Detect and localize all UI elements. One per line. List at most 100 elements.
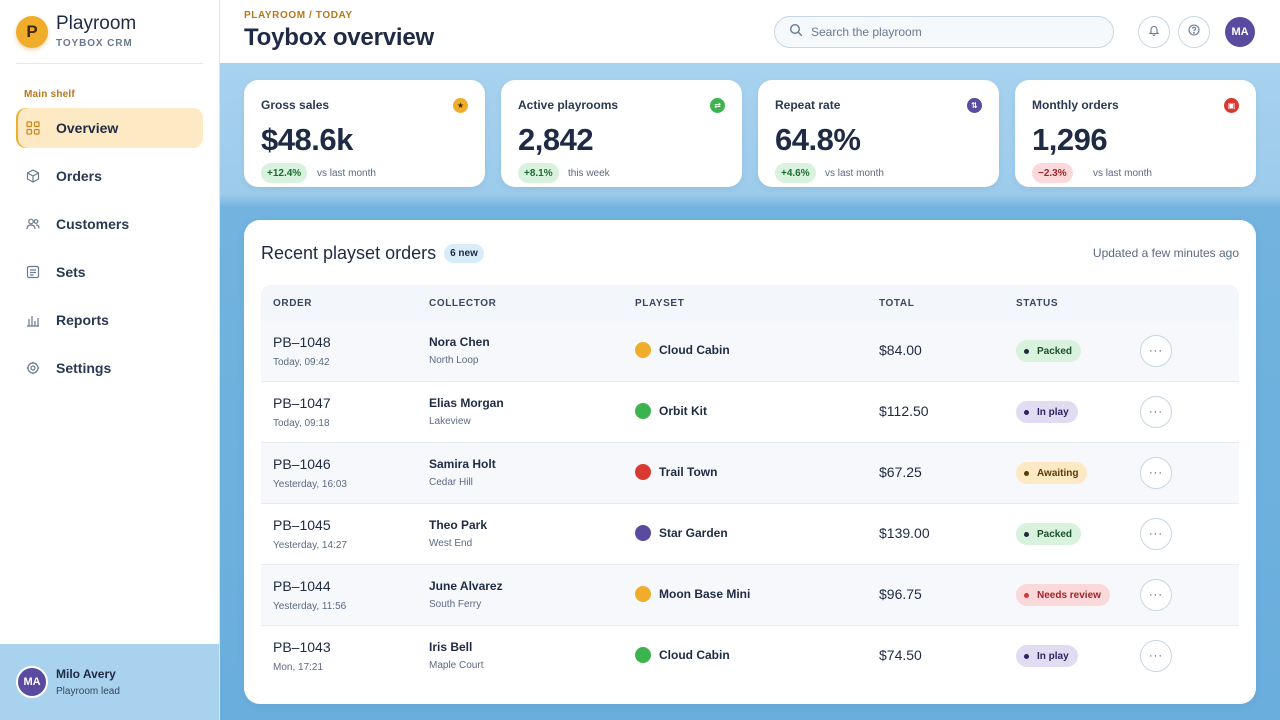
playset-name: Orbit Kit	[659, 404, 707, 418]
collector-name: Theo Park	[429, 518, 488, 532]
status-label: Packed	[1037, 528, 1073, 540]
status-label: Awaiting	[1037, 467, 1079, 479]
kpi-value: 1,296	[1032, 122, 1108, 157]
table-header: ORDER COLLECTOR PLAYSET TOTAL STATUS	[261, 285, 1239, 321]
row-actions-button[interactable]: ···	[1140, 640, 1172, 672]
playset-cell: Cloud Cabin	[635, 342, 730, 358]
kpi-value: 2,842	[518, 122, 594, 157]
last-updated: Updated a few minutes ago	[1092, 246, 1239, 260]
kpi-row: Gross sales ★ $48.6k +12.4% vs last mont…	[244, 80, 1256, 187]
playset-cell: Orbit Kit	[635, 403, 707, 419]
collector-name: Iris Bell	[429, 640, 473, 654]
profile-avatar[interactable]: MA	[1225, 17, 1255, 47]
kpi-card-gross-sales[interactable]: Gross sales ★ $48.6k +12.4% vs last mont…	[244, 80, 485, 187]
kpi-note: vs last month	[317, 168, 376, 179]
sidebar-item-reports[interactable]: Reports	[16, 300, 203, 340]
user-role: Playroom lead	[56, 686, 120, 697]
kpi-value: $48.6k	[261, 122, 353, 157]
row-actions-button[interactable]: ···	[1140, 518, 1172, 550]
order-id[interactable]: PB–1044	[273, 578, 331, 594]
playset-name: Cloud Cabin	[659, 343, 730, 357]
playset-color-dot	[635, 586, 651, 602]
sidebar-item-orders[interactable]: Orders	[16, 156, 203, 196]
order-id[interactable]: PB–1043	[273, 639, 331, 655]
playset-color-dot	[635, 647, 651, 663]
order-id[interactable]: PB–1048	[273, 334, 331, 350]
column-header-order[interactable]: ORDER	[273, 298, 313, 309]
kpi-label: Gross sales	[261, 98, 330, 112]
column-header-collector[interactable]: COLLECTOR	[429, 298, 497, 309]
top-header: PLAYROOM / TODAY Toybox overview MA	[220, 0, 1280, 63]
brand[interactable]: P Playroom TOYBOX CRM	[16, 14, 136, 49]
collector-location: Lakeview	[429, 416, 471, 427]
playset-cell: Star Garden	[635, 525, 728, 541]
row-actions-button[interactable]: ···	[1140, 457, 1172, 489]
table-row[interactable]: PB–1044 Yesterday, 11:56 June Alvarez South…	[261, 565, 1239, 626]
user-card[interactable]: MA Milo Avery Playroom lead	[0, 644, 219, 720]
more-icon: ···	[1149, 528, 1163, 540]
collector-location: South Ferry	[429, 599, 482, 610]
kpi-card-monthly-orders[interactable]: Monthly orders ▣ 1,296 −2.3% vs last mon…	[1015, 80, 1256, 187]
search-box[interactable]	[774, 16, 1114, 48]
repeat-icon: ⇅	[967, 98, 982, 113]
collector-location: Cedar Hill	[429, 477, 473, 488]
table-row[interactable]: PB–1043 Mon, 17:21 Iris Bell Maple Court Clo…	[261, 626, 1239, 687]
kpi-card-active-playrooms[interactable]: Active playrooms ⇄ 2,842 +8.1% this week	[501, 80, 742, 187]
help-icon	[1188, 23, 1200, 41]
notifications-button[interactable]	[1138, 16, 1170, 48]
order-total: $96.75	[879, 586, 922, 602]
order-id[interactable]: PB–1047	[273, 395, 331, 411]
sidebar-item-customers[interactable]: Customers	[16, 204, 203, 244]
collector-name: Samira Holt	[429, 457, 496, 471]
sidebar-item-settings[interactable]: Settings	[16, 348, 203, 388]
table-row[interactable]: PB–1048 Today, 09:42 Nora Chen North Loop Cl…	[261, 321, 1239, 382]
order-time: Yesterday, 14:27	[273, 540, 347, 551]
playset-color-dot	[635, 403, 651, 419]
table-row[interactable]: PB–1046 Yesterday, 16:03 Samira Holt Cedar …	[261, 443, 1239, 504]
sidebar-item-label: Customers	[56, 216, 130, 232]
avatar: MA	[16, 666, 48, 698]
table-row[interactable]: PB–1047 Today, 09:18 Elias Morgan Lakeview O…	[261, 382, 1239, 443]
collector-location: Maple Court	[429, 660, 484, 671]
order-id[interactable]: PB–1046	[273, 456, 331, 472]
order-total: $139.00	[879, 525, 930, 541]
kpi-label: Monthly orders	[1032, 98, 1119, 112]
search-icon	[789, 23, 803, 42]
playset-name: Trail Town	[659, 465, 718, 479]
box-icon	[26, 169, 40, 183]
row-actions-button[interactable]: ···	[1140, 579, 1172, 611]
help-button[interactable]	[1178, 16, 1210, 48]
sidebar-item-overview[interactable]: Overview	[16, 108, 203, 148]
kpi-card-repeat-rate[interactable]: Repeat rate ⇅ 64.8% +4.6% vs last month	[758, 80, 999, 187]
row-actions-button[interactable]: ···	[1140, 335, 1172, 367]
row-actions-button[interactable]: ···	[1140, 396, 1172, 428]
order-id[interactable]: PB–1045	[273, 517, 331, 533]
order-time: Yesterday, 11:56	[273, 601, 347, 612]
more-icon: ···	[1149, 650, 1163, 662]
table-row[interactable]: PB–1045 Yesterday, 14:27 Theo Park West End…	[261, 504, 1239, 565]
orders-title-text: Recent playset orders	[261, 243, 437, 263]
status-dot	[1024, 531, 1029, 537]
more-icon: ···	[1149, 345, 1163, 357]
sidebar-item-sets[interactable]: Sets	[16, 252, 203, 292]
playset-cell: Cloud Cabin	[635, 647, 730, 663]
collector-location: West End	[429, 538, 473, 549]
search-input[interactable]	[811, 25, 1101, 39]
kpi-note: vs last month	[1093, 168, 1152, 179]
order-time: Today, 09:42	[273, 357, 330, 368]
playset-name: Cloud Cabin	[659, 648, 730, 662]
playset-cell: Moon Base Mini	[635, 586, 750, 602]
kpi-delta: +4.6%	[775, 163, 816, 183]
column-header-total[interactable]: TOTAL	[879, 298, 915, 309]
status-label: In play	[1037, 650, 1069, 662]
column-header-playset[interactable]: PLAYSET	[635, 298, 685, 309]
status-badge: In play	[1016, 401, 1078, 423]
order-total: $112.50	[879, 403, 929, 419]
order-time: Yesterday, 16:03	[273, 479, 347, 490]
sidebar-nav: Overview Orders Customers Sets Reports	[16, 108, 203, 396]
recent-orders-card: Recent playset orders 6 new Updated a fe…	[244, 220, 1256, 704]
column-header-status[interactable]: STATUS	[1016, 298, 1059, 309]
status-dot	[1024, 592, 1029, 598]
playset-name: Star Garden	[659, 526, 728, 540]
sidebar-item-label: Settings	[56, 360, 112, 376]
